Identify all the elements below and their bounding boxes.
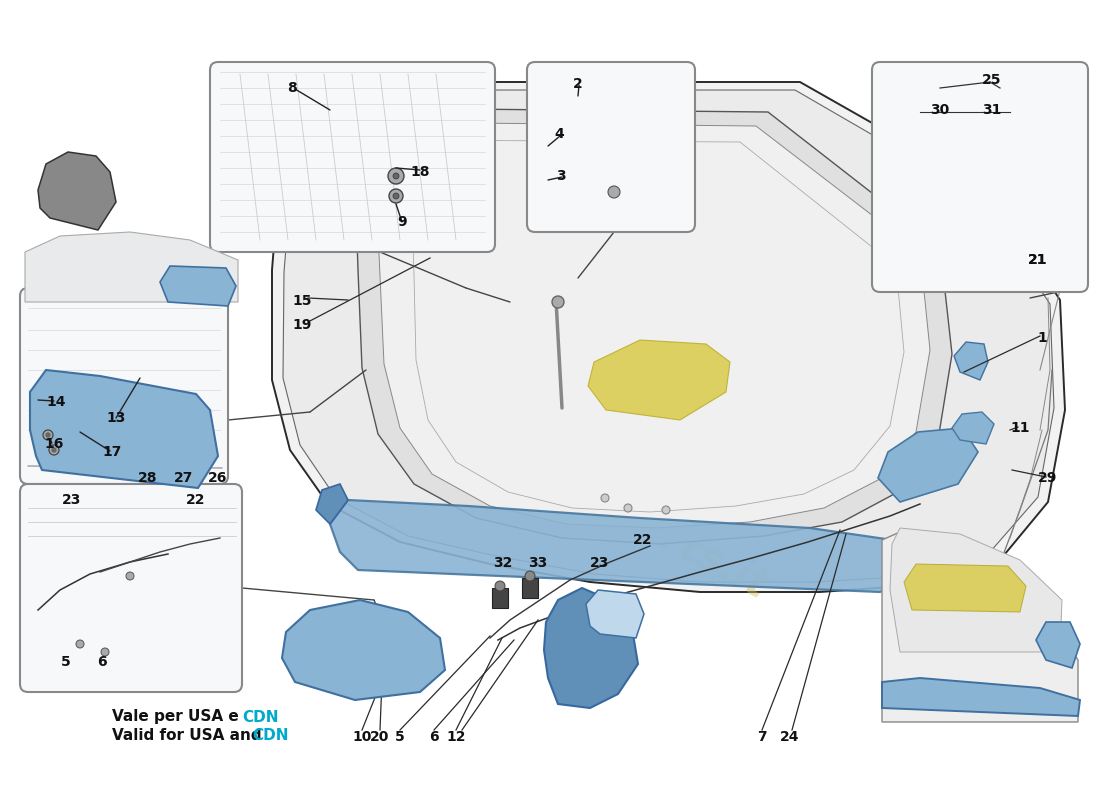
Text: 1: 1 (1037, 331, 1047, 345)
Polygon shape (1036, 622, 1080, 668)
Circle shape (601, 494, 609, 502)
Text: 28: 28 (139, 471, 157, 485)
Text: 23: 23 (63, 493, 81, 507)
Text: 27: 27 (174, 471, 194, 485)
Text: 11: 11 (1010, 421, 1030, 435)
Text: 20: 20 (371, 730, 389, 744)
Text: 3: 3 (557, 169, 565, 183)
Circle shape (50, 445, 59, 455)
Circle shape (662, 506, 670, 514)
Text: 2: 2 (573, 77, 583, 91)
Polygon shape (878, 428, 978, 502)
Text: 22: 22 (186, 493, 206, 507)
Text: 6: 6 (97, 655, 107, 669)
Polygon shape (588, 340, 730, 420)
Text: 25: 25 (982, 73, 1002, 87)
Polygon shape (586, 590, 644, 638)
Bar (522, 578, 538, 598)
Text: Valid for USA and: Valid for USA and (112, 727, 267, 742)
FancyBboxPatch shape (527, 62, 695, 232)
Circle shape (388, 168, 404, 184)
Text: 9: 9 (397, 215, 407, 229)
Text: 6: 6 (429, 730, 439, 744)
Text: CDN: CDN (242, 710, 278, 725)
Text: 18: 18 (410, 165, 430, 179)
Bar (492, 588, 508, 608)
Polygon shape (316, 484, 348, 524)
Text: 10: 10 (352, 730, 372, 744)
Polygon shape (282, 600, 446, 700)
Circle shape (46, 433, 50, 437)
Polygon shape (25, 232, 238, 302)
Polygon shape (904, 564, 1026, 612)
Polygon shape (952, 412, 994, 444)
Polygon shape (160, 266, 236, 306)
Text: 32: 32 (493, 556, 513, 570)
Circle shape (608, 186, 620, 198)
Text: CDN: CDN (252, 727, 288, 742)
Text: 33: 33 (528, 556, 548, 570)
Circle shape (43, 430, 53, 440)
Text: 8: 8 (287, 81, 297, 95)
Circle shape (552, 296, 564, 308)
Circle shape (525, 571, 535, 581)
FancyBboxPatch shape (872, 62, 1088, 292)
Text: 12: 12 (447, 730, 465, 744)
Polygon shape (890, 528, 1062, 652)
Text: 26: 26 (208, 471, 228, 485)
Polygon shape (882, 678, 1080, 716)
Text: 19: 19 (293, 318, 311, 332)
Text: 23: 23 (591, 556, 609, 570)
Text: 17: 17 (102, 445, 122, 459)
Circle shape (126, 572, 134, 580)
Polygon shape (355, 108, 952, 544)
Text: 21: 21 (1028, 253, 1047, 267)
Circle shape (389, 189, 403, 203)
Circle shape (495, 581, 505, 591)
Polygon shape (882, 532, 1078, 722)
Text: Vale per USA e: Vale per USA e (112, 710, 244, 725)
Text: 22: 22 (634, 533, 652, 547)
Polygon shape (272, 82, 1065, 592)
Text: 7: 7 (757, 730, 767, 744)
Polygon shape (544, 588, 638, 708)
Text: 5: 5 (395, 730, 405, 744)
Text: passionforparts.it: passionforparts.it (385, 373, 776, 607)
FancyBboxPatch shape (210, 62, 495, 252)
Text: 4: 4 (554, 127, 564, 141)
Circle shape (76, 640, 84, 648)
FancyBboxPatch shape (20, 484, 242, 692)
Text: 13: 13 (107, 411, 125, 425)
Text: 30: 30 (931, 103, 949, 117)
Text: 24: 24 (780, 730, 800, 744)
Polygon shape (330, 500, 929, 592)
Text: 14: 14 (46, 395, 66, 409)
Text: 21: 21 (1028, 253, 1047, 267)
FancyBboxPatch shape (20, 288, 228, 484)
Polygon shape (283, 90, 1054, 582)
Polygon shape (39, 152, 116, 230)
Circle shape (393, 193, 399, 199)
Polygon shape (954, 342, 988, 380)
Text: 5: 5 (62, 655, 70, 669)
Circle shape (52, 448, 56, 452)
Text: 16: 16 (44, 437, 64, 451)
Polygon shape (30, 370, 218, 488)
Polygon shape (375, 122, 930, 528)
Circle shape (101, 648, 109, 656)
Text: 29: 29 (1038, 471, 1058, 485)
Circle shape (624, 504, 632, 512)
Text: 15: 15 (293, 294, 311, 308)
Circle shape (393, 173, 399, 179)
Text: 31: 31 (982, 103, 1002, 117)
